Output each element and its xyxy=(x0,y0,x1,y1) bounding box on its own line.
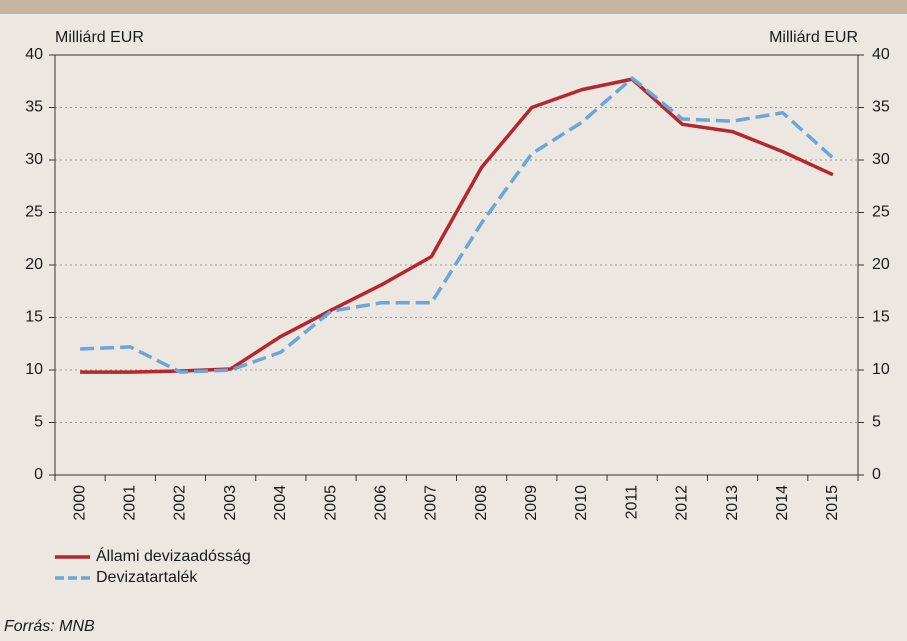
x-tick-label: 2006 xyxy=(372,485,389,521)
x-tick-label: 2007 xyxy=(423,485,440,521)
x-tick-label: 2015 xyxy=(824,485,841,521)
y2-tick-label: 15 xyxy=(872,309,890,326)
legend-label: Devizatartalék xyxy=(96,569,198,586)
x-tick-label: 2003 xyxy=(222,485,239,521)
y2-tick-label: 25 xyxy=(872,204,890,221)
x-tick-label: 2008 xyxy=(473,485,490,521)
x-tick-label: 2004 xyxy=(272,485,289,521)
legend-label: Állami devizaadósság xyxy=(96,546,251,565)
x-tick-label: 2011 xyxy=(623,485,640,520)
y2-tick-label: 35 xyxy=(872,99,890,116)
y-tick-label: 5 xyxy=(34,414,43,431)
x-tick-label: 2005 xyxy=(322,485,339,521)
y2-tick-label: 20 xyxy=(872,256,890,273)
y-axis-label: Milliárd EUR xyxy=(55,29,144,46)
x-tick-label: 2014 xyxy=(774,485,791,521)
x-tick-label: 2010 xyxy=(573,485,590,521)
y-tick-label: 25 xyxy=(25,204,43,221)
y-tick-label: 10 xyxy=(25,361,43,378)
y2-tick-label: 10 xyxy=(872,361,890,378)
x-tick-label: 2001 xyxy=(122,485,139,521)
series-line xyxy=(80,76,835,374)
x-tick-label: 2002 xyxy=(172,485,189,521)
y-tick-label: 0 xyxy=(34,466,43,483)
x-tick-label: 2013 xyxy=(724,485,741,521)
y2-tick-label: 5 xyxy=(872,414,881,431)
y2-tick-label: 30 xyxy=(872,151,890,168)
y2-tick-label: 40 xyxy=(872,46,890,63)
source: Forrás: MNB xyxy=(4,618,95,635)
y-tick-label: 40 xyxy=(25,46,43,63)
header-band xyxy=(0,0,907,14)
y2-axis-label: Milliárd EUR xyxy=(769,29,858,46)
x-tick-label: 2000 xyxy=(71,485,88,521)
y-tick-label: 20 xyxy=(25,256,43,273)
y2-tick-label: 0 xyxy=(872,466,881,483)
y-tick-label: 30 xyxy=(25,151,43,168)
x-tick-label: 2012 xyxy=(674,485,691,521)
y-tick-label: 35 xyxy=(25,99,43,116)
y-tick-label: 15 xyxy=(25,309,43,326)
x-tick-label: 2009 xyxy=(523,485,540,521)
